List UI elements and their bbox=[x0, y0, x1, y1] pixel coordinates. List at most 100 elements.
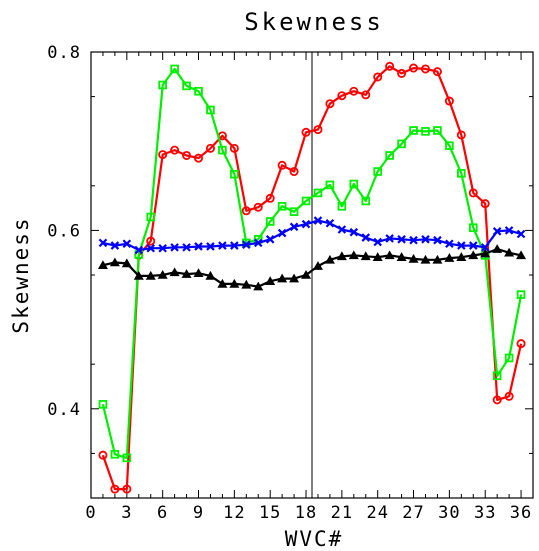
data-point bbox=[468, 241, 478, 250]
data-point bbox=[385, 61, 395, 71]
x-axis-label: WVC# bbox=[285, 527, 344, 551]
data-point bbox=[218, 145, 227, 155]
data-point bbox=[277, 160, 287, 170]
data-point bbox=[457, 241, 466, 250]
data-point bbox=[456, 252, 467, 261]
data-point bbox=[289, 167, 299, 177]
data-point bbox=[242, 240, 251, 249]
series-x bbox=[98, 216, 526, 255]
data-point bbox=[265, 217, 275, 226]
x-tick-label: 15 bbox=[259, 503, 281, 523]
data-point bbox=[420, 254, 431, 264]
data-point bbox=[373, 237, 382, 247]
data-point bbox=[349, 227, 359, 237]
data-point bbox=[372, 252, 383, 261]
data-point bbox=[157, 270, 168, 279]
data-point bbox=[516, 250, 527, 260]
data-point bbox=[504, 353, 514, 363]
data-point bbox=[409, 235, 418, 245]
data-point bbox=[313, 216, 323, 225]
data-point bbox=[397, 68, 407, 78]
tick-labels: 0 3 6 9 12 15 18 21 24 27 30 33 360.40.60.8 bbox=[47, 43, 532, 523]
data-point bbox=[241, 206, 251, 216]
x-tick-label: 36 bbox=[510, 503, 532, 523]
data-point bbox=[349, 179, 359, 189]
series-line bbox=[102, 219, 522, 252]
series-triangle bbox=[97, 244, 527, 291]
y-axis-label: Skewness bbox=[9, 216, 33, 333]
data-point bbox=[492, 227, 502, 236]
data-point bbox=[146, 243, 156, 253]
data-point bbox=[109, 257, 120, 267]
data-point bbox=[337, 202, 347, 211]
data-point bbox=[301, 127, 311, 137]
data-point bbox=[253, 202, 263, 212]
series-layer bbox=[97, 61, 527, 494]
axis-ticks bbox=[90, 51, 534, 498]
x-tick-label: 33 bbox=[474, 503, 496, 523]
data-point bbox=[182, 81, 191, 91]
data-point bbox=[229, 143, 239, 153]
data-point bbox=[122, 484, 132, 494]
data-point bbox=[98, 400, 108, 409]
data-point bbox=[397, 139, 406, 149]
data-point bbox=[170, 64, 179, 74]
series-line bbox=[101, 65, 523, 491]
data-point bbox=[480, 199, 490, 209]
data-point bbox=[337, 225, 347, 234]
data-point bbox=[385, 151, 394, 160]
data-point bbox=[325, 180, 335, 190]
data-point bbox=[421, 235, 430, 244]
data-point bbox=[145, 270, 156, 280]
data-point bbox=[396, 252, 407, 261]
data-point bbox=[433, 126, 442, 135]
data-point bbox=[194, 86, 203, 96]
data-point bbox=[480, 248, 491, 258]
data-point bbox=[265, 193, 275, 203]
data-point bbox=[98, 450, 108, 460]
data-point bbox=[206, 105, 215, 115]
data-point bbox=[158, 150, 168, 160]
data-point bbox=[241, 238, 251, 248]
data-point bbox=[408, 253, 419, 263]
data-point bbox=[421, 127, 430, 136]
data-point bbox=[313, 125, 323, 135]
data-point bbox=[205, 270, 216, 280]
data-point bbox=[361, 196, 371, 206]
data-point bbox=[445, 239, 454, 249]
data-point bbox=[170, 243, 179, 252]
data-point bbox=[468, 223, 478, 233]
data-point bbox=[325, 218, 335, 228]
x-tick-label: 27 bbox=[402, 503, 424, 523]
y-tick-label: 0.4 bbox=[47, 400, 81, 420]
data-point bbox=[312, 261, 323, 270]
data-point bbox=[110, 241, 120, 250]
data-point bbox=[397, 235, 406, 244]
data-point bbox=[456, 130, 466, 140]
data-point bbox=[241, 279, 252, 289]
data-point bbox=[385, 234, 394, 243]
y-tick-label: 0.6 bbox=[47, 221, 81, 241]
data-point bbox=[97, 260, 108, 269]
data-point bbox=[121, 258, 132, 268]
data-point bbox=[373, 167, 383, 176]
data-point bbox=[457, 169, 466, 178]
data-point bbox=[360, 251, 371, 261]
x-tick-label: 0 bbox=[85, 503, 96, 523]
data-point bbox=[504, 247, 515, 257]
data-point bbox=[444, 253, 455, 262]
data-point bbox=[468, 188, 478, 198]
data-point bbox=[432, 254, 443, 264]
data-point bbox=[409, 126, 418, 135]
data-point bbox=[217, 278, 228, 288]
y-tick-label: 0.8 bbox=[47, 43, 81, 63]
data-point bbox=[324, 254, 335, 264]
data-point bbox=[169, 267, 180, 277]
x-tick-label: 24 bbox=[366, 503, 388, 523]
data-point bbox=[122, 453, 132, 463]
data-point bbox=[289, 207, 299, 216]
x-tick-label: 21 bbox=[331, 503, 353, 523]
chart-title: Skewness bbox=[244, 8, 384, 36]
data-point bbox=[409, 63, 419, 73]
data-point bbox=[230, 169, 239, 179]
